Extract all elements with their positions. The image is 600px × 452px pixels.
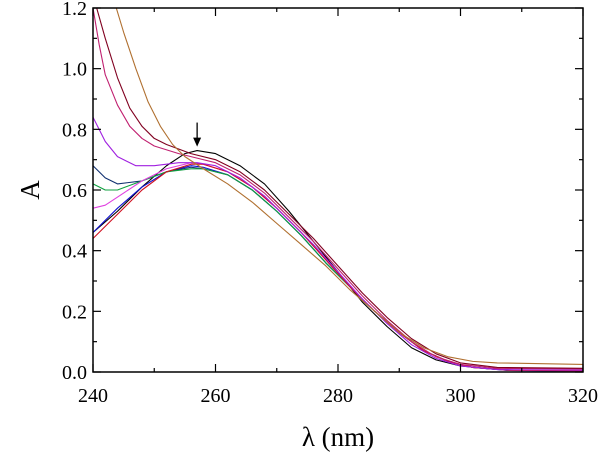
x-tick-label: 260 <box>201 385 231 407</box>
plot-area-frame <box>92 7 584 373</box>
series-line-black <box>93 150 583 372</box>
x-tick-label: 240 <box>78 385 108 407</box>
annotation-layer <box>193 122 202 147</box>
y-tick-label: 0.0 <box>62 362 87 384</box>
series-line-brown <box>115 8 583 365</box>
x-tick-label: 280 <box>323 385 353 407</box>
y-tick-label: 0.2 <box>62 301 87 323</box>
x-axis-title: λ (nm) <box>302 422 374 452</box>
y-axis-title: A <box>15 180 45 200</box>
series-layer <box>93 8 583 372</box>
y-tick-label: 0.4 <box>62 241 87 263</box>
y-tick-label: 0.6 <box>62 180 87 202</box>
series-line-maroon <box>96 8 583 369</box>
series-line-red <box>93 163 583 372</box>
x-tick-label: 300 <box>446 385 476 407</box>
x-tick-label: 320 <box>568 385 598 407</box>
series-line-green <box>93 168 583 372</box>
series-line-magenta <box>93 8 583 370</box>
tick-labels: 240 260 280 300 320 0.0 0.2 0.4 0.6 0.8 1.0 1.2 <box>62 0 598 407</box>
y-tick-label: 1.2 <box>62 0 87 20</box>
arrow-head-icon <box>193 137 202 147</box>
series-line-purple <box>93 116 583 371</box>
series-line-pink <box>93 162 583 372</box>
y-tick-label: 1.0 <box>62 59 87 81</box>
y-tick-label: 0.8 <box>62 119 87 141</box>
axis-ticks <box>92 7 584 373</box>
